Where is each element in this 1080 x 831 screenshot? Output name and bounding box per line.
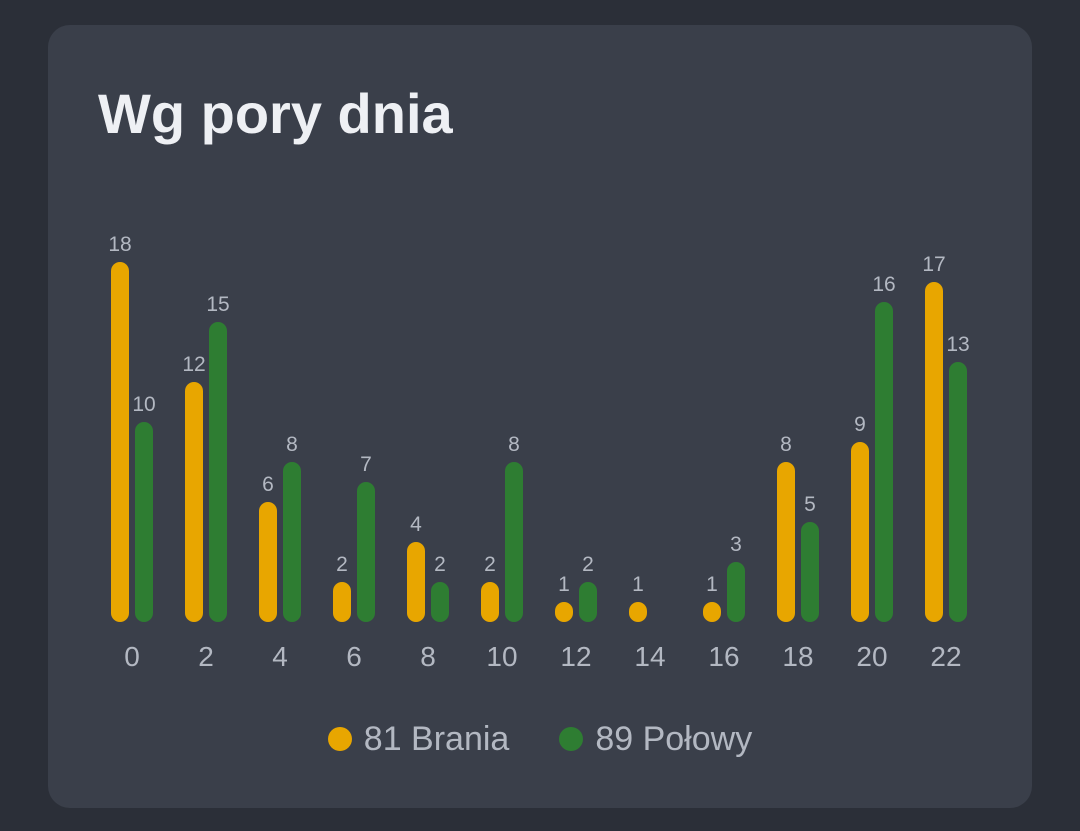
chart-legend: 81 Brania 89 Połowy [48, 715, 1032, 763]
bar-brania-18[interactable] [777, 462, 795, 622]
bar-brania-16[interactable] [703, 602, 721, 622]
bar-brania-14[interactable] [629, 602, 647, 622]
data-label-brania-16: 1 [706, 573, 718, 596]
data-label-polowy-16: 3 [730, 533, 742, 556]
bar-brania-8[interactable] [407, 542, 425, 622]
bar-brania-10[interactable] [481, 582, 499, 622]
x-tick-label-20: 20 [856, 641, 887, 672]
x-tick-label-16: 16 [708, 641, 739, 672]
bar-brania-6[interactable] [333, 582, 351, 622]
x-tick-label-14: 14 [634, 641, 665, 672]
bar-polowy-2[interactable] [209, 322, 227, 622]
bar-polowy-10[interactable] [505, 462, 523, 622]
legend-label-polowy: 89 Połowy [595, 719, 753, 758]
data-label-polowy-18: 5 [804, 493, 816, 516]
data-label-polowy-2: 15 [206, 293, 229, 316]
x-tick-label-6: 6 [346, 641, 362, 672]
data-label-brania-4: 6 [262, 473, 274, 496]
x-tick-label-22: 22 [930, 641, 961, 672]
legend-label-brania: 81 Brania [363, 719, 510, 758]
bar-brania-2[interactable] [185, 382, 203, 622]
data-label-polowy-8: 2 [434, 553, 446, 576]
data-label-polowy-10: 8 [508, 433, 520, 456]
data-label-brania-20: 9 [854, 413, 866, 436]
bar-brania-12[interactable] [555, 602, 573, 622]
chart-card: Wg pory dnia 18 10 0 12 15 2 6 8 4 2 7 6 4 2 8 2 8 10 1 2 12… [48, 25, 1032, 808]
bar-polowy-6[interactable] [357, 482, 375, 622]
bar-polowy-12[interactable] [579, 582, 597, 622]
bar-polowy-18[interactable] [801, 522, 819, 622]
bar-brania-20[interactable] [851, 442, 869, 622]
x-tick-label-4: 4 [272, 641, 288, 672]
legend-item-brania[interactable]: 81 Brania [327, 719, 510, 759]
chart-title: Wg pory dnia [98, 82, 453, 145]
bar-polowy-4[interactable] [283, 462, 301, 622]
bar-polowy-20[interactable] [875, 302, 893, 622]
data-label-polowy-22: 13 [946, 333, 969, 356]
data-label-brania-0: 18 [108, 233, 131, 256]
data-label-brania-10: 2 [484, 553, 496, 576]
x-tick-label-10: 10 [486, 641, 517, 672]
x-tick-label-8: 8 [420, 641, 436, 672]
data-label-polowy-20: 16 [872, 273, 895, 296]
bar-polowy-16[interactable] [727, 562, 745, 622]
data-label-polowy-4: 8 [286, 433, 298, 456]
data-label-polowy-6: 7 [360, 453, 372, 476]
bar-brania-22[interactable] [925, 282, 943, 622]
x-tick-label-2: 2 [198, 641, 214, 672]
x-tick-label-12: 12 [560, 641, 591, 672]
data-label-brania-18: 8 [780, 433, 792, 456]
bar-chart: 1810012152684276428281012121141316851891… [108, 233, 969, 672]
legend-swatch-polowy [559, 727, 584, 751]
data-label-brania-12: 1 [558, 573, 570, 596]
x-tick-label-0: 0 [124, 641, 140, 672]
x-tick-label-18: 18 [782, 641, 813, 672]
bar-brania-4[interactable] [259, 502, 277, 622]
data-label-polowy-0: 10 [132, 393, 155, 416]
data-label-brania-8: 4 [410, 513, 422, 536]
data-label-brania-2: 12 [182, 353, 205, 376]
legend-swatch-brania [327, 727, 352, 751]
legend-item-polowy[interactable]: 89 Połowy [559, 720, 752, 759]
bar-polowy-22[interactable] [949, 362, 967, 622]
data-label-brania-14: 1 [632, 573, 644, 596]
data-label-brania-6: 2 [336, 553, 348, 576]
bar-polowy-8[interactable] [431, 582, 449, 622]
bar-polowy-0[interactable] [135, 422, 153, 622]
data-label-brania-22: 17 [922, 253, 945, 276]
data-label-polowy-12: 2 [582, 553, 594, 576]
bar-brania-0[interactable] [111, 262, 129, 622]
